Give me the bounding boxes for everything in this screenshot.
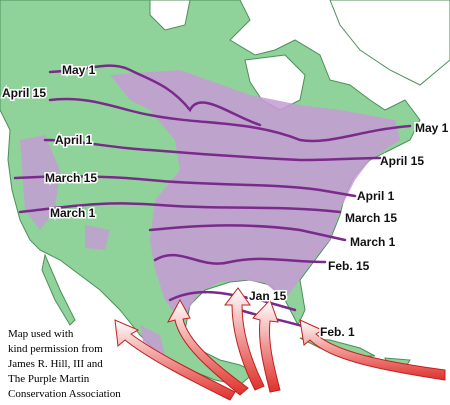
isochrone xyxy=(43,138,382,162)
date-label: May 1 xyxy=(62,63,96,77)
date-label: Feb. 1 xyxy=(320,325,355,339)
caption-line: Conservation Association xyxy=(8,388,121,400)
arrow xyxy=(299,319,446,381)
western-range xyxy=(20,135,60,230)
date-label: March 1 xyxy=(50,206,96,220)
caption-line: Map used with xyxy=(8,328,74,340)
date-label: April 1 xyxy=(357,189,395,203)
arrow xyxy=(166,298,249,396)
arctic-water xyxy=(149,0,191,31)
mexico-range xyxy=(85,225,165,355)
date-label: April 15 xyxy=(2,86,46,100)
date-label: April 1 xyxy=(55,133,93,147)
caption: Map used with kind permission from James… xyxy=(8,328,121,400)
isochrone xyxy=(148,224,347,242)
caption-line: James R. Hill, III and xyxy=(8,358,103,370)
date-label: Jan 15 xyxy=(249,289,287,303)
greenland-edge xyxy=(329,0,450,86)
isochrone xyxy=(13,175,357,198)
isochrone xyxy=(48,97,412,143)
arrow xyxy=(223,287,265,391)
baja xyxy=(41,253,76,326)
date-label: March 1 xyxy=(350,235,396,249)
isochrone xyxy=(153,253,327,265)
isochrone xyxy=(48,64,262,127)
migration-arrows xyxy=(114,287,446,401)
isochrone xyxy=(18,202,342,214)
date-labels: May 1 April 15 April 1 March 15 March 1 … xyxy=(1,62,450,341)
arrow xyxy=(252,299,281,393)
arrow xyxy=(114,319,236,401)
date-label: March 15 xyxy=(345,211,397,225)
date-label: May 1 xyxy=(415,121,449,135)
date-label: Feb. 15 xyxy=(328,259,370,273)
caption-line: The Purple Martin xyxy=(8,373,90,385)
date-label: March 15 xyxy=(45,171,97,185)
caption-line: kind permission from xyxy=(8,343,103,355)
date-label: April 15 xyxy=(380,154,424,168)
isochrone xyxy=(168,290,297,312)
